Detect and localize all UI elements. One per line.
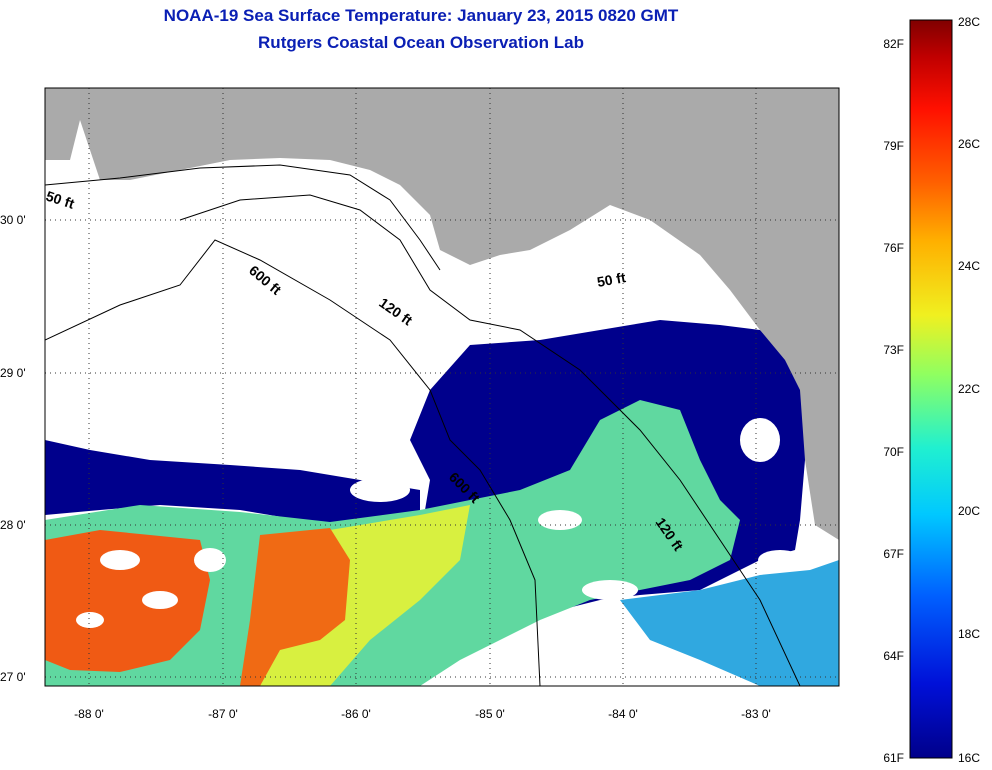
fahrenheit-label: 73F [883,343,904,357]
cloud-patches [76,418,802,628]
celsius-label: 16C [958,751,980,765]
contour-label-50ft-east: 50 ft [596,269,627,290]
fahrenheit-label: 64F [883,649,904,663]
map-frame [44,87,840,687]
fahrenheit-label: 70F [883,445,904,459]
map-title: NOAA-19 Sea Surface Temperature: January… [163,6,679,25]
fahrenheit-label: 67F [883,547,904,561]
celsius-label: 22C [958,382,980,396]
lon-tick-label: -85 0' [475,707,505,721]
warm-water-center [240,528,350,686]
lat-tick-label: 30 0' [0,213,26,227]
celsius-label: 26C [958,137,980,151]
lat-tick-label: 29 0' [0,366,26,380]
warm-water-west [45,530,210,672]
fahrenheit-label: 76F [883,241,904,255]
map-subtitle: Rutgers Coastal Ocean Observation Lab [258,33,584,52]
lon-tick-label: -84 0' [608,707,638,721]
land-mass [45,88,839,540]
fahrenheit-label: 79F [883,139,904,153]
lon-tick-label: -88 0' [74,707,104,721]
colorbar-celsius-labels: 28C 26C 24C 22C 20C 18C 16C [958,15,980,765]
lon-tick-label: -83 0' [741,707,771,721]
fahrenheit-label: 61F [883,751,904,765]
cold-water-west [45,440,420,530]
lat-tick-label: 27 0' [0,670,26,684]
colorbar-fahrenheit-labels: 82F 79F 76F 73F 70F 67F 64F 61F [883,37,904,765]
lon-tick-label: -86 0' [341,707,371,721]
fahrenheit-label: 82F [883,37,904,51]
celsius-label: 28C [958,15,980,29]
map-area [45,88,839,686]
longitude-axis: -88 0' -87 0' -86 0' -85 0' -84 0' -83 0… [74,707,771,721]
colorbar [909,19,953,759]
latitude-axis: 30 0' 29 0' 28 0' 27 0' [0,213,26,684]
celsius-label: 18C [958,627,980,641]
celsius-label: 24C [958,259,980,273]
cyan-shelf-band [620,560,839,686]
celsius-label: 20C [958,504,980,518]
lat-tick-label: 28 0' [0,518,26,532]
depth-contours [45,164,801,686]
lon-tick-label: -87 0' [208,707,238,721]
